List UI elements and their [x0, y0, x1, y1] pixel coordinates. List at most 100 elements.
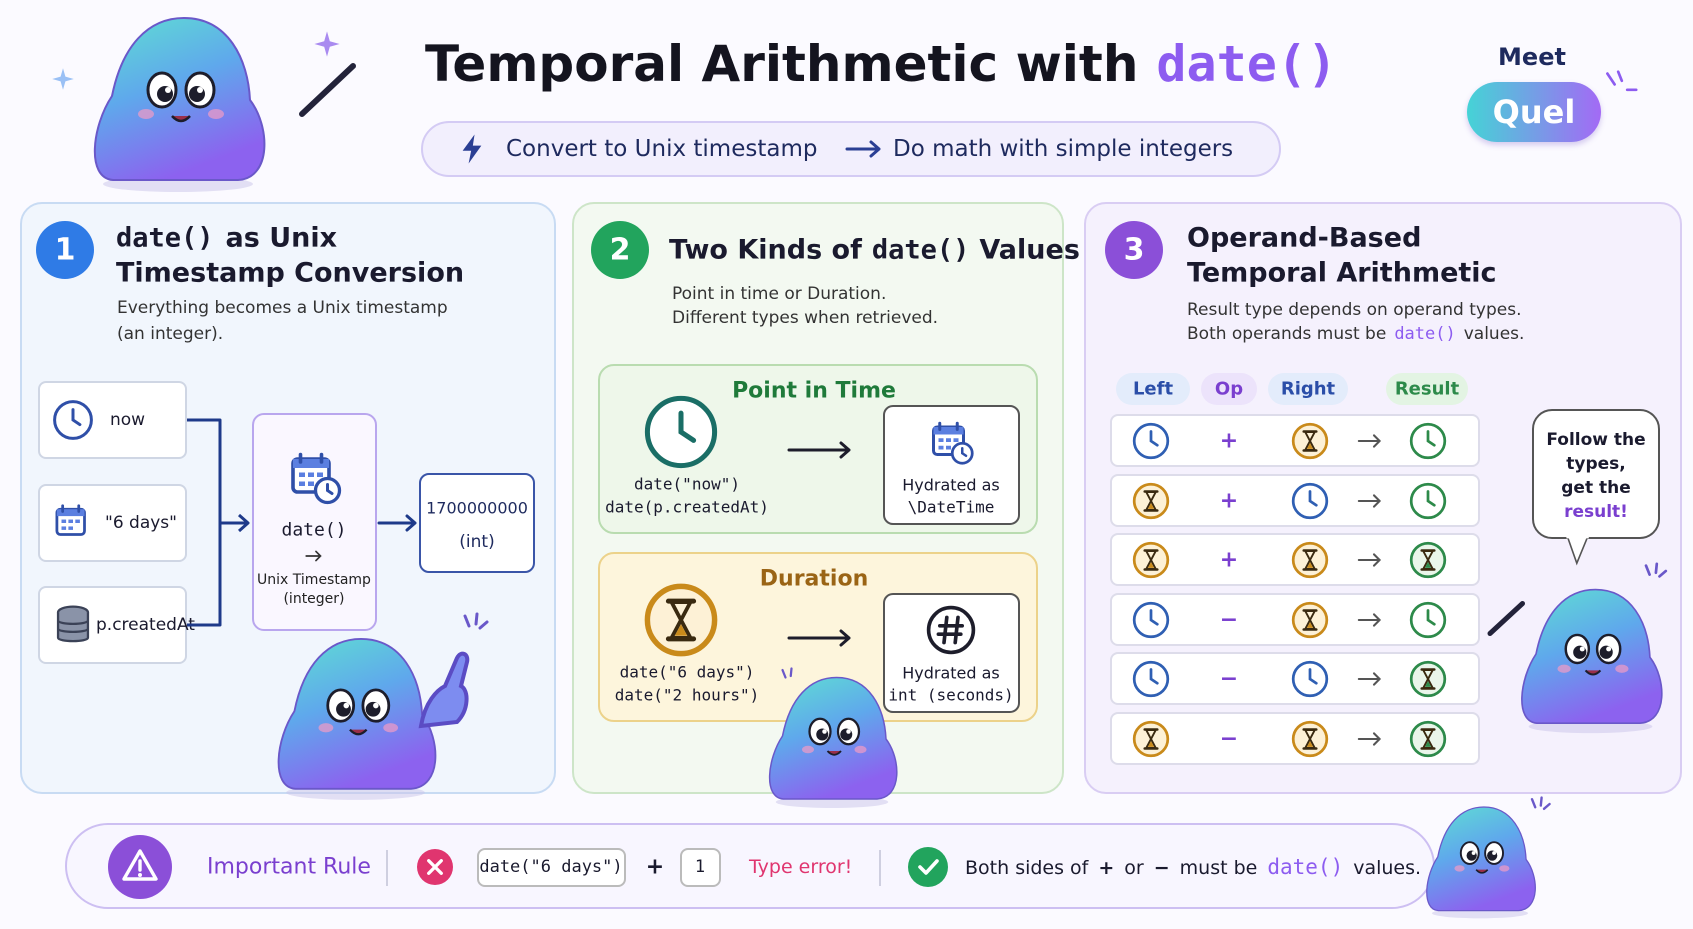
icon-graphic: [462, 134, 482, 164]
text: +: [1098, 857, 1115, 879]
icon-graphic: [1566, 535, 1589, 566]
arrow: [301, 543, 327, 569]
left-operand: [1130, 718, 1172, 760]
icon-graphic: [299, 63, 356, 117]
arrow: [787, 618, 853, 658]
function-caption: Unix Timestamp (integer): [257, 572, 371, 607]
icon-part: [56, 509, 85, 517]
icon-part: [61, 504, 81, 513]
text: Both sides of: [965, 857, 1089, 879]
subtitle-pill: [421, 121, 1281, 177]
icon-part: [1147, 562, 1155, 568]
icon-part: [1149, 668, 1159, 685]
right-operand: [1289, 718, 1331, 760]
icon-part: [1303, 550, 1317, 570]
icon-part: [299, 63, 356, 117]
icon-part: [1306, 443, 1314, 449]
panel-number: 2: [609, 232, 631, 268]
speech-bubble: [1532, 409, 1660, 539]
icon-part: [1424, 740, 1432, 747]
icon-part: [293, 459, 329, 468]
input-icon: [50, 602, 96, 648]
check-icon: [908, 847, 948, 887]
left-operand: [1130, 420, 1172, 462]
code-example: date("6 days"): [479, 857, 623, 877]
icon-graphic: [1606, 70, 1638, 92]
icon-part: [1147, 502, 1155, 509]
title-code: date(): [1156, 35, 1338, 93]
left-operand: [1130, 658, 1172, 700]
icon-part: [68, 519, 73, 523]
icon-part: [1424, 562, 1432, 568]
page-title: Temporal Arithmetic with date(): [425, 35, 1337, 93]
arrow: [1354, 425, 1386, 457]
icon-graphic: [1291, 660, 1329, 698]
icon-part: [926, 605, 976, 655]
text: date(): [116, 222, 214, 254]
column-pill: [1386, 373, 1468, 405]
icon-part: [938, 438, 959, 450]
accent: [455, 612, 495, 652]
group-icon: [639, 390, 723, 474]
icon-part: [1357, 553, 1382, 567]
panel-title: Timestamp Conversion: [116, 257, 465, 289]
icon-graphic: [1291, 720, 1329, 757]
warning-icon: [120, 846, 160, 886]
icon-graphic: [1291, 422, 1329, 460]
accent: [1637, 562, 1673, 598]
icon-part: [1144, 728, 1158, 749]
result-operand: [1407, 539, 1449, 581]
icon-part: [1357, 612, 1382, 627]
icon-part: [299, 481, 305, 486]
column-header: Right: [1280, 378, 1336, 400]
text: values.: [1463, 324, 1525, 344]
icon-part: [668, 600, 694, 640]
icon-part: [56, 612, 90, 643]
input-icon: [50, 500, 96, 546]
arrow: [1354, 544, 1386, 576]
icon-part: [1421, 669, 1435, 689]
icon-part: [326, 483, 334, 495]
right-operand: [1289, 599, 1331, 641]
icon-graphic: [463, 612, 489, 630]
text: date(): [871, 234, 970, 266]
group-label: Point in Time: [732, 378, 896, 404]
icon-part: [71, 408, 82, 427]
icon-part: [1144, 490, 1158, 511]
group-icon: [639, 578, 723, 662]
column-pill: [1116, 373, 1190, 405]
result-text: int (seconds): [888, 685, 1014, 705]
icon-graphic: [1132, 660, 1170, 698]
panel-note: Both operands must be date() values.: [1187, 324, 1524, 344]
icon-graphic: [787, 629, 851, 647]
operator: −: [1219, 726, 1239, 751]
number-badge: [1105, 221, 1163, 279]
group-example: date("2 hours"): [614, 685, 760, 705]
arrow: [1354, 663, 1386, 695]
column-header: Left: [1132, 378, 1174, 400]
arrow: [377, 503, 419, 543]
text: Two Kinds of: [669, 234, 862, 266]
input-label: now: [110, 410, 146, 430]
icon-graphic: [845, 140, 881, 158]
icon-graphic: [52, 68, 74, 90]
icon-part: [68, 526, 73, 530]
panel-description: Everything becomes a Unix timestamp: [117, 298, 448, 318]
icon-part: [317, 472, 323, 477]
icon-part: [1606, 70, 1638, 92]
operator: +: [1219, 547, 1239, 573]
icon-part: [674, 624, 688, 636]
lightning: [455, 132, 489, 166]
icon-part: [787, 629, 851, 647]
icon-graphic: [1409, 720, 1447, 757]
operator: +: [1219, 428, 1239, 454]
number-badge: [591, 221, 649, 279]
icon-part: [1147, 740, 1155, 747]
icon-part: [1421, 550, 1435, 570]
icon-part: [463, 612, 489, 630]
icon-part: [1566, 536, 1589, 539]
column-header: Op: [1214, 378, 1244, 400]
icon-part: [938, 445, 944, 450]
operator: +: [1219, 488, 1239, 513]
icon-graphic: [781, 667, 793, 679]
